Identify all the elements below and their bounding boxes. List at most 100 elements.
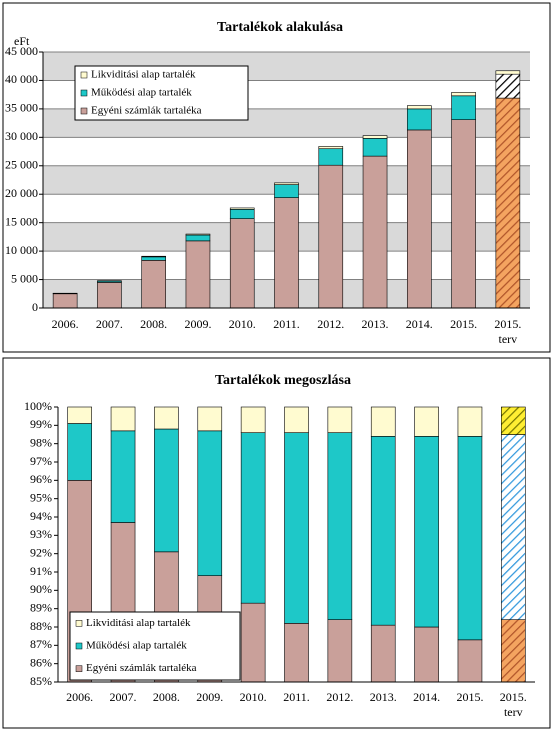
bar-segment bbox=[495, 70, 521, 75]
bar-segment bbox=[154, 428, 179, 553]
legend-label: Egyéni számlák tartaléka bbox=[91, 105, 202, 117]
bar-segment bbox=[229, 207, 255, 210]
x-tick-label: 2015. bbox=[456, 690, 484, 704]
bar-segment bbox=[240, 602, 266, 683]
x-tick-label: 2011. bbox=[273, 317, 300, 331]
x-tick-label-box: 2007. bbox=[96, 317, 123, 331]
bar-segment bbox=[407, 129, 432, 309]
y-tick-label: 89% bbox=[30, 600, 52, 614]
bar-segment bbox=[414, 406, 439, 437]
bar-segment bbox=[327, 406, 353, 433]
y-tick-label: 25 000 bbox=[5, 158, 38, 172]
x-tick-label: 2015. bbox=[450, 317, 478, 331]
bar-segment bbox=[457, 436, 483, 641]
x-tick-label: 2010. bbox=[228, 317, 256, 331]
bar-segment bbox=[185, 234, 211, 242]
axis-label: eFt bbox=[14, 34, 30, 48]
legend-swatch bbox=[75, 620, 83, 627]
x-tick-label: 2010. bbox=[239, 690, 267, 704]
y-tick-label: 100% bbox=[24, 399, 52, 413]
bar-segment bbox=[327, 619, 353, 683]
bar-segment bbox=[229, 209, 255, 219]
bar-segment bbox=[370, 406, 396, 437]
x-tick-label: 2007. bbox=[109, 690, 137, 704]
bar-segment bbox=[97, 282, 122, 309]
y-tick-label: 35 000 bbox=[5, 101, 38, 115]
y-tick-label: 30 000 bbox=[5, 129, 38, 143]
x-tick-label: 2011. bbox=[283, 690, 310, 704]
y-tick-label: 97% bbox=[30, 454, 52, 468]
x-tick-label-box: 2012. bbox=[317, 317, 345, 331]
legend-swatch bbox=[80, 107, 88, 115]
x-tick-label-box: 2009. bbox=[184, 317, 212, 331]
x-tick-label-box: 2015. bbox=[450, 317, 478, 331]
y-tick-label: 40 000 bbox=[5, 72, 38, 86]
y-tick-label: 96% bbox=[30, 472, 52, 486]
bar-segment bbox=[501, 434, 526, 620]
y-tick-label: 91% bbox=[30, 564, 52, 578]
bar-segment bbox=[185, 233, 211, 236]
bar-segment bbox=[501, 619, 526, 683]
bar-segment bbox=[154, 406, 179, 430]
y-tick-label: 88% bbox=[30, 619, 52, 633]
x-tick-label-box: 2007. bbox=[109, 690, 137, 704]
bar-segment bbox=[370, 436, 396, 626]
x-tick-label: 2009. bbox=[184, 317, 212, 331]
y-tick-label: 85% bbox=[30, 674, 52, 688]
y-tick-label: 15 000 bbox=[5, 214, 38, 228]
bar-segment bbox=[110, 430, 136, 523]
y-tick-label: 86% bbox=[30, 655, 52, 669]
bar-segment bbox=[457, 639, 483, 683]
x-tick-label: 2008. bbox=[140, 317, 168, 331]
legend-label: Egyéni számlák tartaléka bbox=[86, 662, 197, 674]
x-tick-label-box: 2006. bbox=[66, 690, 93, 704]
bar-segment bbox=[451, 95, 476, 120]
bar-segment bbox=[67, 423, 92, 481]
bar-segment bbox=[495, 73, 521, 99]
bar-segment bbox=[407, 105, 432, 110]
legend-label: Működési alap tartalék bbox=[86, 640, 187, 652]
legend-label: Likviditási alap tartalék bbox=[91, 69, 196, 81]
bar-segment bbox=[362, 135, 388, 139]
chart-title: Tartalékok alakulása bbox=[217, 20, 343, 35]
x-tick-label: 2015. terv bbox=[499, 690, 527, 719]
bar-segment bbox=[327, 432, 353, 620]
x-tick-label-box: 2011. bbox=[283, 690, 310, 704]
bar-segment bbox=[240, 432, 266, 604]
x-tick-label-box: 2013. bbox=[370, 690, 397, 704]
x-tick-label: 2009. bbox=[196, 690, 224, 704]
x-tick-label-box: 2009. bbox=[196, 690, 224, 704]
bar-segment bbox=[318, 148, 344, 166]
bar-segment bbox=[197, 430, 223, 576]
x-tick-label-box: 2010. bbox=[239, 690, 267, 704]
bar-segment bbox=[229, 218, 255, 309]
x-tick-label-box: 2015. terv bbox=[494, 317, 521, 346]
y-tick-label: 10 000 bbox=[5, 243, 38, 257]
x-tick-label-box: 2012. bbox=[326, 690, 353, 704]
y-tick-label: 99% bbox=[30, 417, 52, 431]
bar-segment bbox=[407, 108, 432, 131]
x-tick-label: 2012. bbox=[317, 317, 345, 331]
bar-segment bbox=[185, 240, 211, 309]
x-tick-label: 2014. bbox=[413, 690, 441, 704]
bar-segment bbox=[318, 146, 344, 150]
legend-swatch bbox=[80, 71, 88, 79]
bar-segment bbox=[284, 623, 309, 683]
x-tick-label: 2008. bbox=[152, 690, 180, 704]
bar-segment bbox=[362, 138, 388, 157]
legend-box bbox=[74, 65, 249, 121]
bar-segment bbox=[495, 97, 521, 309]
bar-segment bbox=[501, 406, 526, 435]
legend-swatch bbox=[75, 642, 83, 650]
y-tick-label: 45 000 bbox=[5, 44, 38, 58]
x-tick-label: 2013. bbox=[361, 317, 389, 331]
bar-segment bbox=[141, 260, 166, 309]
y-tick-label: 5 000 bbox=[11, 271, 38, 285]
x-tick-label-box: 2015. terv bbox=[499, 690, 527, 719]
grid-band bbox=[43, 137, 530, 166]
bar-segment bbox=[370, 624, 396, 683]
y-tick-label: 0 bbox=[32, 300, 38, 314]
bar-segment bbox=[414, 626, 439, 683]
x-tick-label-box: 2011. bbox=[273, 317, 300, 331]
